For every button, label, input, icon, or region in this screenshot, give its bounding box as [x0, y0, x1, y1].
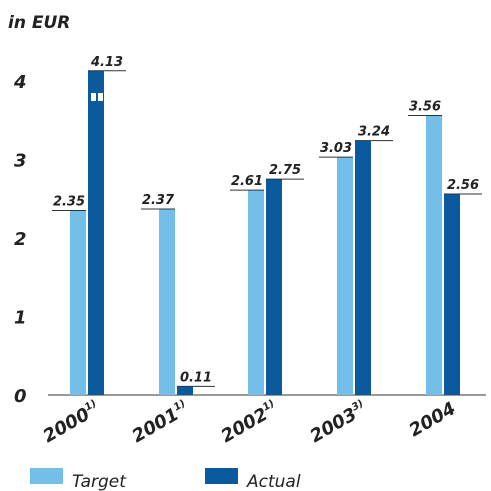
break-mark	[91, 93, 96, 101]
category: 2002	[218, 404, 272, 447]
value-label: 3.03	[320, 141, 352, 156]
value-label: 2.37	[142, 193, 175, 208]
bar	[70, 210, 86, 395]
legend-label: Target	[72, 472, 127, 491]
value-label: 3.56	[409, 100, 441, 115]
value-label: 4.13	[90, 55, 123, 70]
value-label: 2.75	[269, 163, 301, 178]
y-tick-label: 4	[13, 72, 27, 93]
value-label: 3.24	[358, 125, 390, 140]
category-note: 3)	[350, 398, 365, 413]
category: 2000	[40, 404, 94, 447]
value-label: 2.61	[231, 174, 263, 189]
break-mark	[98, 93, 103, 101]
chart-title: in EUR	[8, 13, 70, 33]
bar	[426, 115, 442, 395]
bar	[88, 70, 104, 396]
legend-swatch	[30, 468, 63, 484]
x-tick-label: 20011)	[129, 398, 193, 447]
bar	[266, 179, 282, 395]
bar	[444, 194, 460, 395]
y-tick-label: 1	[14, 308, 27, 329]
category: 2001	[129, 404, 183, 447]
category: 2003	[307, 404, 361, 447]
y-tick-label: 2	[14, 229, 27, 250]
bar	[355, 140, 371, 395]
x-tick-label: 20001)	[40, 398, 104, 447]
category-note: 1)	[83, 398, 98, 413]
legend-label: Actual	[246, 472, 301, 491]
bar	[248, 190, 264, 395]
category-note: 1)	[172, 398, 187, 413]
y-tick-label: 0	[14, 386, 27, 407]
bar	[159, 208, 175, 395]
bar	[177, 386, 193, 395]
x-tick-label: 2004	[406, 398, 460, 441]
x-tick-label: 20021)	[218, 398, 282, 447]
value-label: 2.56	[447, 178, 479, 193]
x-tick-label: 20033)	[307, 398, 371, 447]
category: 2004	[406, 398, 460, 441]
category-note: 1)	[261, 398, 276, 413]
value-label: 0.11	[180, 370, 212, 385]
legend-swatch	[205, 468, 238, 484]
y-tick-label: 3	[14, 151, 27, 172]
bar	[337, 157, 353, 395]
value-label: 2.35	[53, 195, 85, 210]
